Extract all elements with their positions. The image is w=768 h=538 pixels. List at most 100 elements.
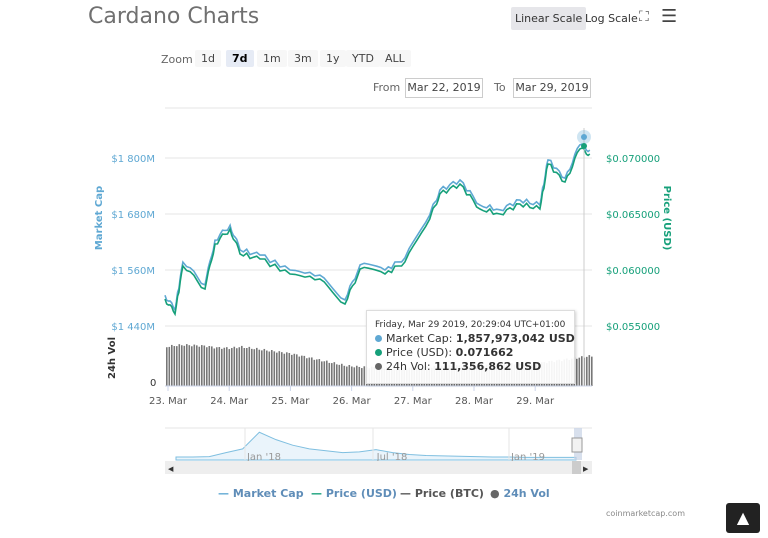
- vol-bar: [263, 348, 266, 386]
- x-tick-label: 26. Mar: [333, 396, 372, 407]
- scrollbar-thumb[interactable]: [572, 461, 581, 474]
- vol-bar: [246, 348, 248, 386]
- chevron-up-icon: ▲: [736, 508, 750, 527]
- vol-bar: [256, 347, 258, 386]
- vol-bar: [236, 348, 238, 386]
- vol-bar: [223, 347, 226, 386]
- to-date-input[interactable]: Mar 29, 2019: [513, 78, 591, 98]
- zoom-7d-button[interactable]: 7d: [226, 50, 254, 67]
- vol-bar: [171, 344, 173, 386]
- vol-bar: [293, 353, 296, 386]
- legend-label: Price (USD): [325, 487, 397, 500]
- vol-bar: [216, 347, 218, 386]
- vol-bar: [303, 355, 306, 386]
- legend-price-btc[interactable]: — Price (BTC): [400, 487, 484, 500]
- zoom-all-button[interactable]: ALL: [379, 50, 411, 67]
- vol-bar: [261, 350, 263, 386]
- vol-bar: [206, 347, 208, 386]
- navigator-tick-label: Jan '19: [510, 452, 545, 463]
- vol-bar: [191, 346, 193, 386]
- market-cap-dot-icon: [375, 335, 382, 342]
- vol-bar: [308, 357, 311, 386]
- x-tick-label: 24. Mar: [210, 396, 249, 407]
- vol-bar: [228, 349, 231, 386]
- vol-bar: [316, 359, 318, 386]
- right-tick-label: $0.060000: [606, 266, 660, 277]
- vol-bar: [276, 352, 278, 386]
- page-title: Cardano Charts: [88, 4, 260, 29]
- vol-bar: [353, 367, 356, 386]
- vol-bar: [233, 346, 236, 386]
- vol-bar: [581, 356, 583, 386]
- vol-bar: [358, 366, 361, 386]
- navigator-tick-label: Jul '18: [376, 452, 408, 463]
- vol-bar: [333, 362, 336, 386]
- zoom-1d-button[interactable]: 1d: [195, 50, 221, 67]
- vol-bar: [361, 368, 363, 386]
- zoom-1y-button[interactable]: 1y: [320, 50, 346, 67]
- vol-bar: [321, 361, 323, 386]
- tooltip-mcap-label: Market Cap:: [386, 332, 453, 345]
- navigator-scrollbar[interactable]: [165, 461, 592, 474]
- vol-bar: [241, 345, 243, 386]
- vol-bar: [343, 365, 346, 386]
- scroll-right-icon[interactable]: ▶: [583, 465, 589, 473]
- vol-bar: [273, 351, 276, 386]
- vol-bar: [323, 361, 326, 386]
- tooltip-price-value: 0.071662: [455, 346, 514, 359]
- vol-bar: [586, 356, 588, 386]
- vol-bar: [258, 349, 261, 386]
- expand-icon[interactable]: ⛶: [639, 9, 649, 25]
- scroll-left-icon[interactable]: ◀: [168, 465, 174, 473]
- from-date-input[interactable]: Mar 22, 2019: [405, 78, 483, 98]
- hamburger-icon[interactable]: ☰: [661, 6, 678, 27]
- vol-bar: [286, 352, 288, 386]
- vol-bar: [213, 348, 216, 386]
- legend-label: Market Cap: [232, 487, 304, 500]
- legend-24h-vol[interactable]: ● 24h Vol: [490, 487, 550, 500]
- tooltip-vol-label: 24h Vol:: [386, 360, 431, 373]
- vol-bar: [356, 365, 358, 386]
- legend-price-usd[interactable]: — Price (USD): [311, 487, 397, 500]
- vol-bar: [591, 356, 593, 386]
- vol-bar: [341, 363, 343, 386]
- vol-bar: [203, 345, 206, 386]
- price-dot-icon: [375, 349, 382, 356]
- vol-bar: [331, 363, 333, 386]
- vol-bar: [218, 347, 221, 386]
- right-tick-label: $0.070000: [606, 154, 660, 165]
- right-axis-title: Price (USD): [661, 186, 672, 251]
- zoom-label: Zoom: [161, 53, 193, 66]
- vol-bar: [311, 357, 313, 386]
- navigator-tick-label: Jan '18: [246, 452, 281, 463]
- vol-bar: [198, 346, 201, 386]
- vol-bar: [243, 348, 246, 386]
- vol-bar: [578, 357, 581, 386]
- vol-bar: [238, 347, 241, 386]
- navigator-handle[interactable]: [571, 437, 583, 453]
- vol-bar: [288, 352, 291, 386]
- x-tick-label: 28. Mar: [455, 396, 494, 407]
- zoom-1m-button[interactable]: 1m: [257, 50, 287, 67]
- log-scale-button[interactable]: Log Scale: [585, 12, 638, 25]
- legend-label: 24h Vol: [503, 487, 550, 500]
- vol-bar: [183, 345, 186, 386]
- vol-bar: [351, 366, 353, 386]
- scroll-top-button[interactable]: ▲: [726, 503, 760, 533]
- left-axis-title: Market Cap: [94, 186, 105, 250]
- tooltip-mcap-value: 1,857,973,042 USD: [455, 332, 575, 345]
- tooltip-vol-value: 111,356,862 USD: [434, 360, 542, 373]
- zoom-3m-button[interactable]: 3m: [288, 50, 318, 67]
- vol-bar: [346, 366, 348, 386]
- vol-bar: [298, 356, 301, 386]
- vol-bar: [193, 344, 196, 386]
- vol-bar: [253, 349, 256, 386]
- zoom-ytd-button[interactable]: YTD: [346, 50, 380, 67]
- linear-scale-button[interactable]: Linear Scale: [511, 7, 587, 30]
- vol-bar: [271, 350, 273, 386]
- vol-dot-icon: [375, 363, 382, 370]
- vol-bar: [166, 347, 168, 386]
- vol-bar: [338, 364, 341, 386]
- legend-market-cap[interactable]: — Market Cap: [218, 487, 304, 500]
